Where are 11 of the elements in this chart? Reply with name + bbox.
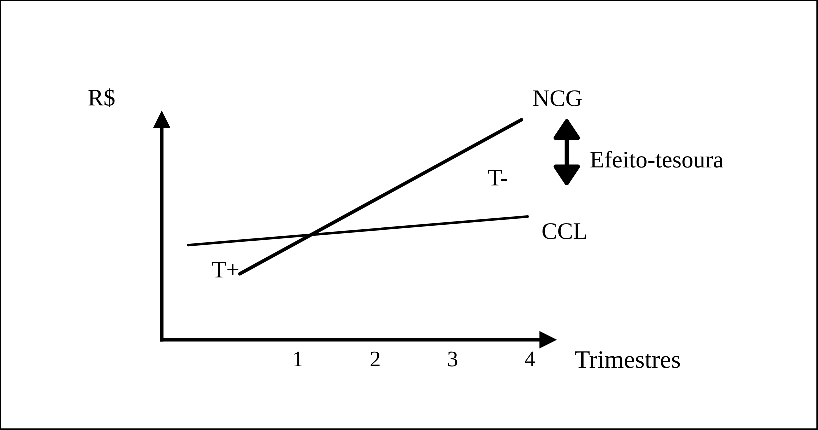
series-label: NCG <box>533 90 582 106</box>
text: Efeito-tesoura <box>590 151 724 168</box>
annotation: T- <box>488 170 508 186</box>
x-tick-label: 4 <box>525 352 536 367</box>
x-tick-label: 2 <box>370 352 380 367</box>
x-axis-title: Trimestres <box>575 351 680 368</box>
series-label: CCL <box>542 224 586 240</box>
annotation: T+ <box>212 262 239 278</box>
y-axis-title: R$ <box>88 88 115 108</box>
x-tick-label: 3 <box>448 352 458 367</box>
x-tick-label: 1 <box>294 352 302 367</box>
